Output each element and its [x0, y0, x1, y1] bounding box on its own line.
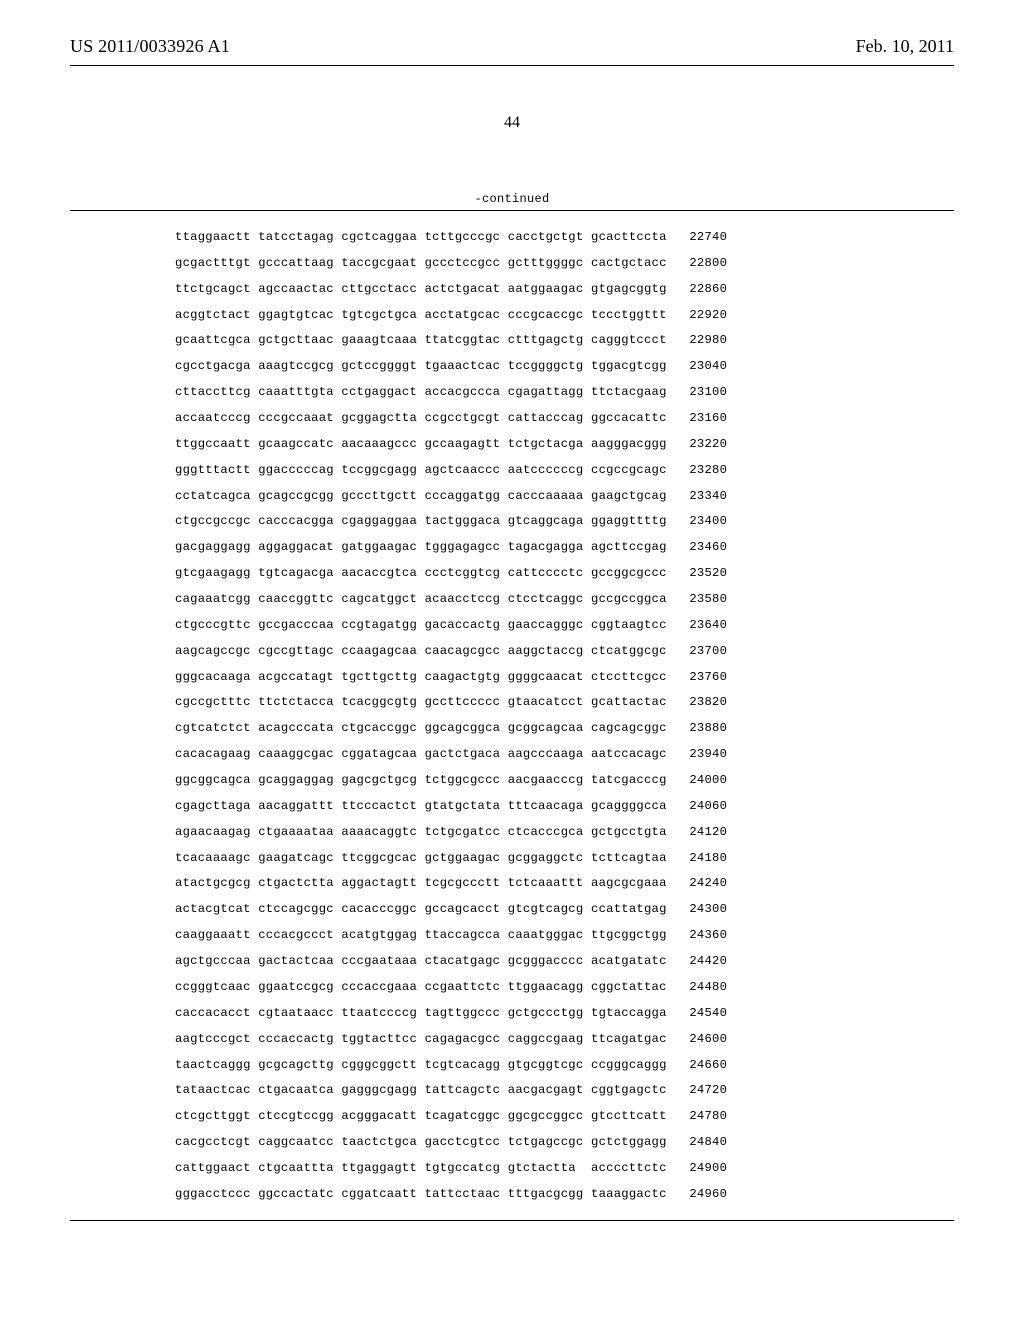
publication-number: US 2011/0033926 A1	[70, 36, 230, 57]
page-number: 44	[70, 114, 954, 132]
sequence-rule-bottom	[70, 1220, 954, 1221]
header-rule	[70, 65, 954, 66]
document-header: US 2011/0033926 A1 Feb. 10, 2011	[70, 36, 954, 57]
sequence-rule-top	[70, 210, 954, 211]
continued-label: -continued	[70, 192, 954, 206]
sequence-listing: ttaggaactt tatcctagag cgctcaggaa tcttgcc…	[175, 225, 954, 1208]
publication-date: Feb. 10, 2011	[856, 36, 954, 57]
